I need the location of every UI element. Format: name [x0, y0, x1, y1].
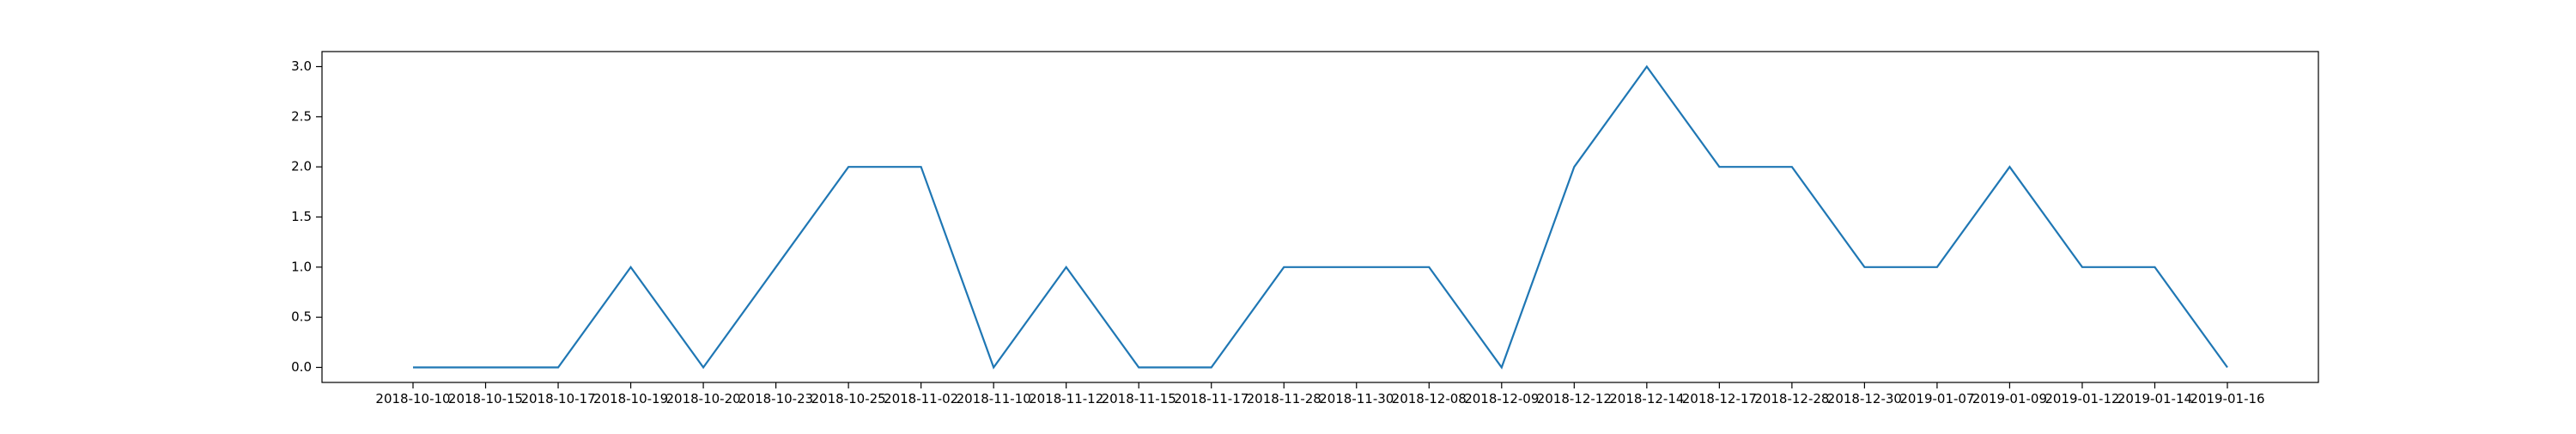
x-tick-label: 2018-12-12	[1537, 391, 1612, 406]
y-axis: 0.0 0.5 1.0 1.5 2.0 2.5 3.0	[291, 58, 322, 375]
x-tick-label: 2018-11-02	[884, 391, 958, 406]
x-tick-label: 2018-12-17	[1682, 391, 1757, 406]
x-tick-label: 2019-01-12	[2044, 391, 2119, 406]
x-tick-label: 2018-11-12	[1029, 391, 1103, 406]
x-tick-label: 2019-01-14	[2117, 391, 2192, 406]
x-tick-label: 2018-10-15	[448, 391, 523, 406]
y-tick-label: 3.0	[291, 58, 312, 74]
x-tick-label: 2018-11-30	[1319, 391, 1394, 406]
x-tick-label: 2019-01-09	[1972, 391, 2047, 406]
x-tick-label: 2018-11-17	[1174, 391, 1249, 406]
x-tick-label: 2018-12-09	[1464, 391, 1539, 406]
x-tick-label: 2018-10-19	[593, 391, 668, 406]
x-tick-label: 2018-10-25	[811, 391, 886, 406]
x-tick-label: 2018-11-28	[1247, 391, 1321, 406]
x-tick-label: 2018-10-23	[738, 391, 813, 406]
x-tick-label: 2018-10-10	[375, 391, 450, 406]
y-tick-label: 1.0	[291, 259, 312, 274]
y-tick-label: 0.0	[291, 359, 312, 375]
x-tick-label: 2019-01-07	[1899, 391, 1974, 406]
plot-area-frame	[322, 52, 2318, 382]
x-tick-label: 2018-11-10	[957, 391, 1031, 406]
series-layer	[413, 66, 2227, 367]
series-line	[413, 67, 2227, 368]
x-axis: 2018-10-102018-10-152018-10-172018-10-19…	[375, 382, 2264, 406]
x-tick-label: 2018-12-08	[1392, 391, 1467, 406]
x-tick-label: 2018-12-30	[1827, 391, 1902, 406]
y-tick-label: 2.0	[291, 159, 312, 174]
y-tick-label: 2.5	[291, 108, 312, 124]
y-tick-label: 1.5	[291, 209, 312, 224]
x-tick-label: 2019-01-16	[2190, 391, 2264, 406]
x-tick-label: 2018-12-28	[1754, 391, 1829, 406]
x-tick-label: 2018-10-17	[520, 391, 595, 406]
x-tick-label: 2018-10-20	[665, 391, 740, 406]
x-tick-label: 2018-11-15	[1102, 391, 1176, 406]
y-tick-label: 0.5	[291, 309, 312, 325]
x-tick-label: 2018-12-14	[1609, 391, 1684, 406]
